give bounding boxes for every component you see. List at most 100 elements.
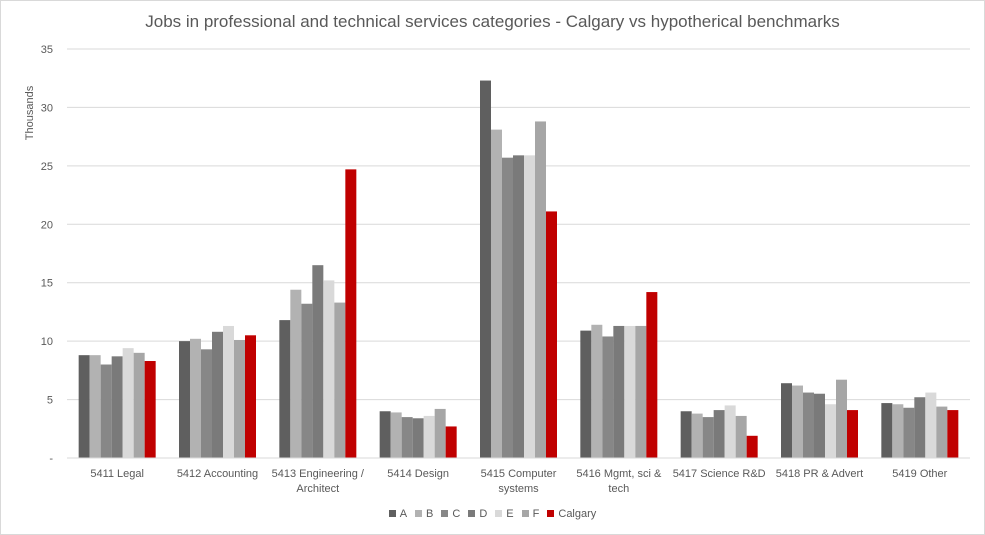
legend-swatch <box>415 510 423 517</box>
bar-a <box>78 355 90 458</box>
legend-item-c: C <box>441 508 460 520</box>
bar-b <box>89 355 101 458</box>
y-tick-label: 5 <box>47 395 53 407</box>
bar-b <box>792 385 803 458</box>
bar-e <box>925 392 937 458</box>
bar-e <box>825 404 836 458</box>
bar-e <box>122 348 134 458</box>
bar-c <box>903 407 915 458</box>
x-tick-label: 5413 Engineering / Architect <box>272 468 365 495</box>
y-tick-label: 15 <box>41 278 53 290</box>
bar-e <box>223 325 234 458</box>
bar-e <box>323 280 335 458</box>
x-axis-labels: 5411 Legal 5412 Accounting 5413 Engineerin… <box>90 468 947 495</box>
bar-a <box>379 411 391 458</box>
bar-c <box>502 157 513 459</box>
legend: A B C D E F Calgary <box>0 508 985 520</box>
bar-a <box>580 330 592 458</box>
bar-a <box>279 320 291 458</box>
legend-item-a: A <box>388 508 407 520</box>
bar-d <box>513 155 524 458</box>
bar-a <box>680 411 692 458</box>
legend-label: Calgary <box>558 508 597 520</box>
bar-f <box>234 339 245 458</box>
bar-calgary <box>847 410 858 458</box>
legend-label: C <box>452 508 461 520</box>
x-tick-label: 5417 Science R&D <box>673 468 766 480</box>
y-axis-label: Thousands <box>24 85 36 140</box>
bar-c <box>803 392 814 458</box>
bar-d <box>713 410 725 458</box>
legend-item-calgary: Calgary <box>547 508 596 520</box>
bars <box>78 80 959 459</box>
x-tick-label: 5414 Design <box>387 468 449 480</box>
legend-label: D <box>479 508 488 520</box>
bar-b <box>892 404 904 458</box>
bar-a <box>480 80 491 459</box>
bar-f <box>635 325 647 458</box>
bar-b <box>390 412 402 458</box>
legend-swatch <box>441 510 449 517</box>
bar-e <box>724 405 736 458</box>
y-tick-label: 25 <box>41 161 53 173</box>
bar-f <box>434 408 446 458</box>
bar-c <box>401 417 413 458</box>
bar-f <box>334 302 346 458</box>
bar-d <box>312 265 324 458</box>
y-tick-label: 35 <box>41 44 53 56</box>
bar-calgary <box>947 410 959 458</box>
bar-e <box>524 155 535 458</box>
bar-b <box>190 338 201 458</box>
bar-d <box>212 331 223 458</box>
bar-f <box>133 352 145 458</box>
y-tick-label: 30 <box>41 102 53 114</box>
bar-c <box>301 303 313 458</box>
legend-item-f: F <box>521 508 540 520</box>
legend-swatch <box>547 510 555 517</box>
legend-swatch <box>495 510 503 517</box>
bar-f <box>535 121 546 459</box>
bar-calgary <box>345 169 357 458</box>
y-tick-label: - <box>49 453 53 465</box>
bar-d <box>914 397 926 458</box>
bar-c <box>201 349 212 458</box>
bar-f <box>836 379 847 458</box>
legend-label: E <box>506 508 514 520</box>
legend-item-b: B <box>415 508 433 520</box>
bar-calgary <box>646 292 658 458</box>
bar-calgary <box>144 361 156 458</box>
legend-swatch <box>521 510 529 517</box>
bar-calgary <box>245 335 256 458</box>
bar-d <box>111 356 123 458</box>
bar-a <box>179 341 190 458</box>
legend-swatch <box>388 510 396 517</box>
bar-a <box>881 403 893 458</box>
bar-b <box>290 289 302 458</box>
bar-a <box>781 383 792 458</box>
bar-f <box>735 415 747 458</box>
bar-b <box>491 129 502 459</box>
legend-label: F <box>532 508 540 520</box>
legend-item-e: E <box>495 508 514 520</box>
legend-swatch <box>468 510 476 517</box>
x-tick-label: 5418 PR & Advert <box>776 468 863 480</box>
x-tick-label: 5419 Other <box>892 468 947 480</box>
bar-b <box>591 324 603 458</box>
x-tick-label: 5415 Computer systems <box>481 468 557 495</box>
bar-f <box>936 406 948 458</box>
bar-calgary <box>546 211 557 458</box>
chart-title: Jobs in professional and technical servi… <box>145 12 840 31</box>
bar-d <box>814 393 825 458</box>
x-tick-label: 5411 Legal <box>90 468 144 480</box>
bar-c <box>100 364 112 458</box>
y-axis-ticks: - 5 10 15 20 25 30 35 <box>41 44 54 465</box>
y-tick-label: 20 <box>41 219 53 231</box>
bar-calgary <box>445 426 457 458</box>
bar-e <box>423 415 435 458</box>
bar-d <box>613 325 625 458</box>
bar-e <box>624 325 636 458</box>
y-tick-label: 10 <box>41 336 53 348</box>
legend-item-d: D <box>468 508 487 520</box>
legend-label: B <box>426 508 434 520</box>
